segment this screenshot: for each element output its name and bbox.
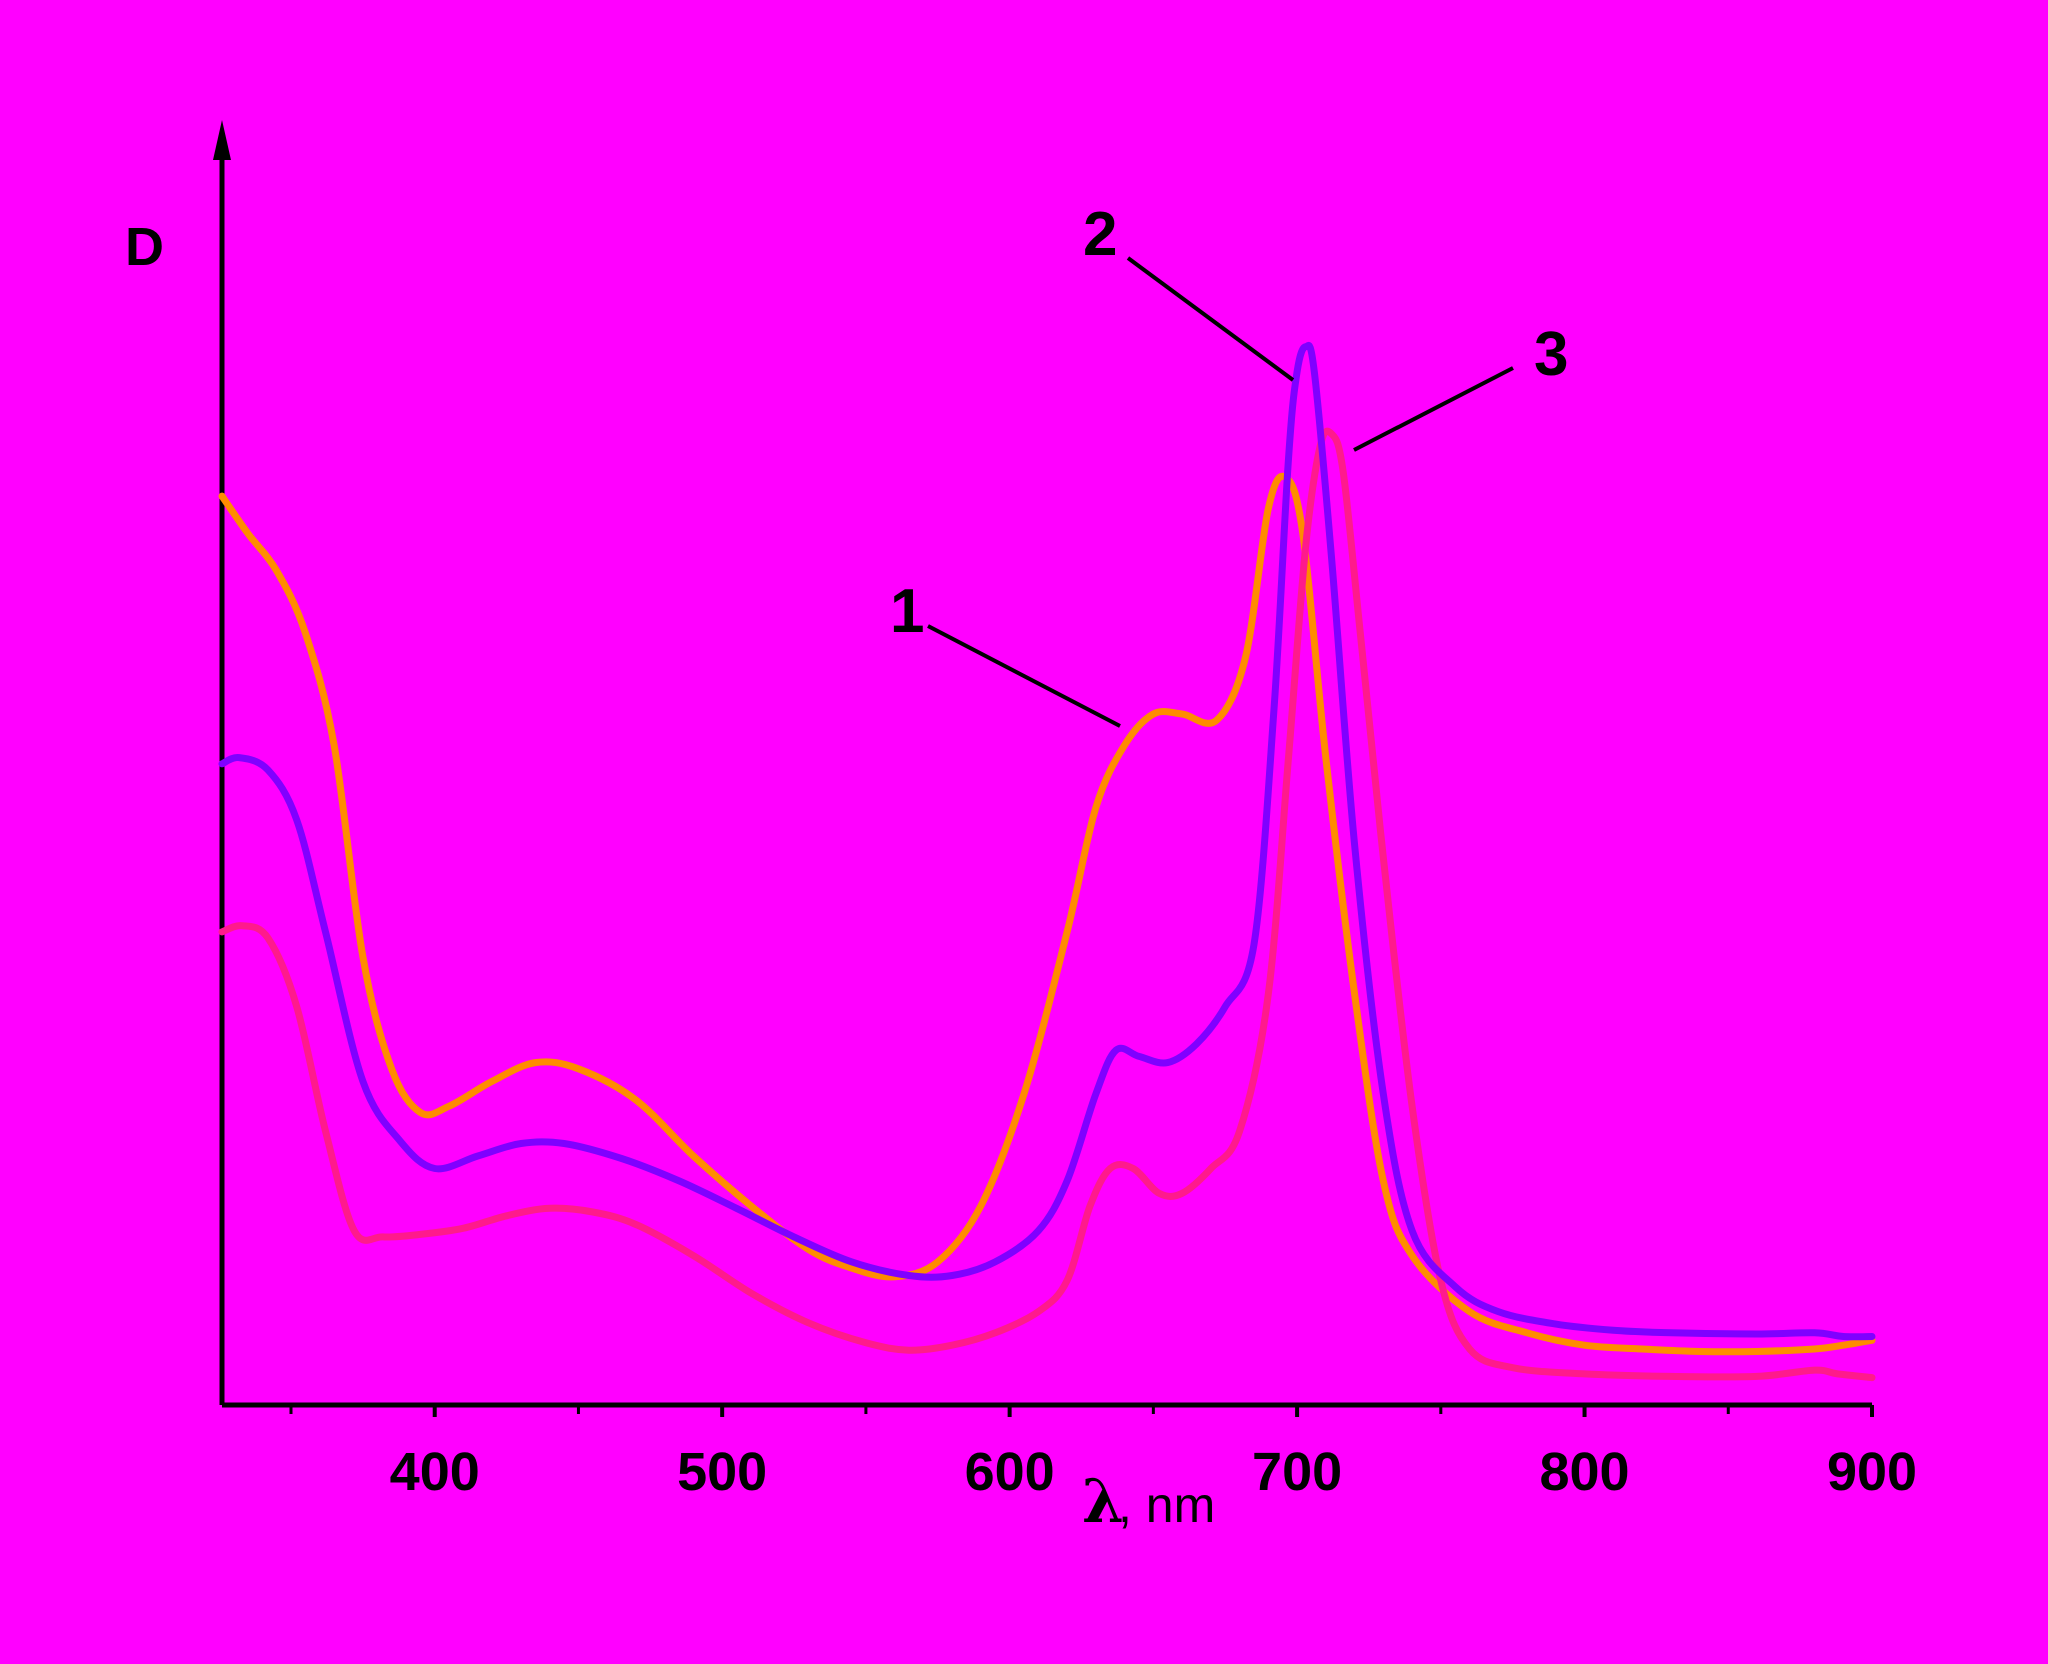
- curves: [218, 341, 1876, 1382]
- curve-label-3: 3: [1534, 320, 1568, 389]
- curve-label-2: 2: [1083, 200, 1117, 269]
- x-tick-label: 400: [390, 1442, 480, 1502]
- y-axis-label: D: [125, 217, 164, 277]
- series-line-2: [218, 341, 1876, 1341]
- axes: [213, 120, 1874, 1417]
- callout-line-3: [1353, 366, 1514, 452]
- curve-label-1: 1: [890, 577, 924, 646]
- x-axis-label: λ , nm: [1082, 1467, 1215, 1537]
- y-axis-arrow: [213, 120, 231, 160]
- callout-line-1: [927, 624, 1121, 728]
- x-tick-label: 800: [1539, 1442, 1629, 1502]
- x-axis-label-symbol: λ: [1082, 1467, 1124, 1537]
- x-tick-label: 700: [1252, 1442, 1342, 1502]
- x-tick-labels: 400 500 600 700 800 900: [390, 1442, 1917, 1502]
- x-axis-label-unit: , nm: [1118, 1477, 1215, 1533]
- callout-line-2: [1126, 256, 1295, 382]
- series-line-1: [218, 472, 1876, 1356]
- series-line-3: [218, 427, 1876, 1382]
- x-tick-label: 600: [965, 1442, 1055, 1502]
- curve-callouts: 1 2 3: [890, 200, 1568, 728]
- x-tick-label: 500: [677, 1442, 767, 1502]
- x-tick-label: 900: [1827, 1442, 1917, 1502]
